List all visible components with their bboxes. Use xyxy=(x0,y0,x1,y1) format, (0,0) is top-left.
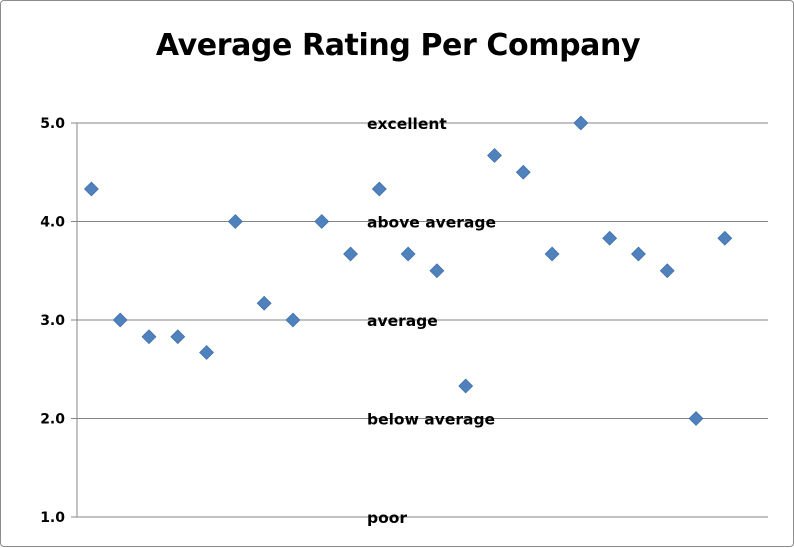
data-point xyxy=(170,329,186,345)
data-point xyxy=(112,312,128,328)
data-point xyxy=(659,263,675,279)
y-tick-label: 5.0 xyxy=(40,116,65,132)
data-point xyxy=(141,329,157,345)
data-point xyxy=(285,312,301,328)
data-point xyxy=(602,230,618,246)
data-point xyxy=(544,246,560,262)
data-point xyxy=(83,181,99,197)
y-tick-label: 3.0 xyxy=(40,313,65,329)
data-point xyxy=(717,230,733,246)
data-point xyxy=(371,181,387,197)
data-point xyxy=(314,214,330,229)
y-tick-label: 1.0 xyxy=(40,510,65,526)
data-point xyxy=(256,295,272,311)
annotation-label: excellent xyxy=(367,115,447,133)
data-point xyxy=(688,411,704,426)
data-point xyxy=(573,115,589,131)
data-point xyxy=(400,246,416,262)
annotation-label: below average xyxy=(367,411,495,429)
y-tick-label: 2.0 xyxy=(40,412,65,428)
chart-title: Average Rating Per Company xyxy=(155,28,641,63)
data-point xyxy=(199,345,214,360)
data-point xyxy=(343,246,358,262)
y-tick-label: 4.0 xyxy=(40,215,65,231)
data-point xyxy=(631,246,646,262)
data-point xyxy=(515,164,531,180)
data-point xyxy=(458,378,474,394)
annotation-label: above average xyxy=(367,214,496,232)
annotation-label: poor xyxy=(367,509,407,527)
data-point xyxy=(487,148,502,163)
data-point xyxy=(429,263,445,279)
annotation-label: average xyxy=(367,312,438,330)
data-point xyxy=(227,214,243,229)
